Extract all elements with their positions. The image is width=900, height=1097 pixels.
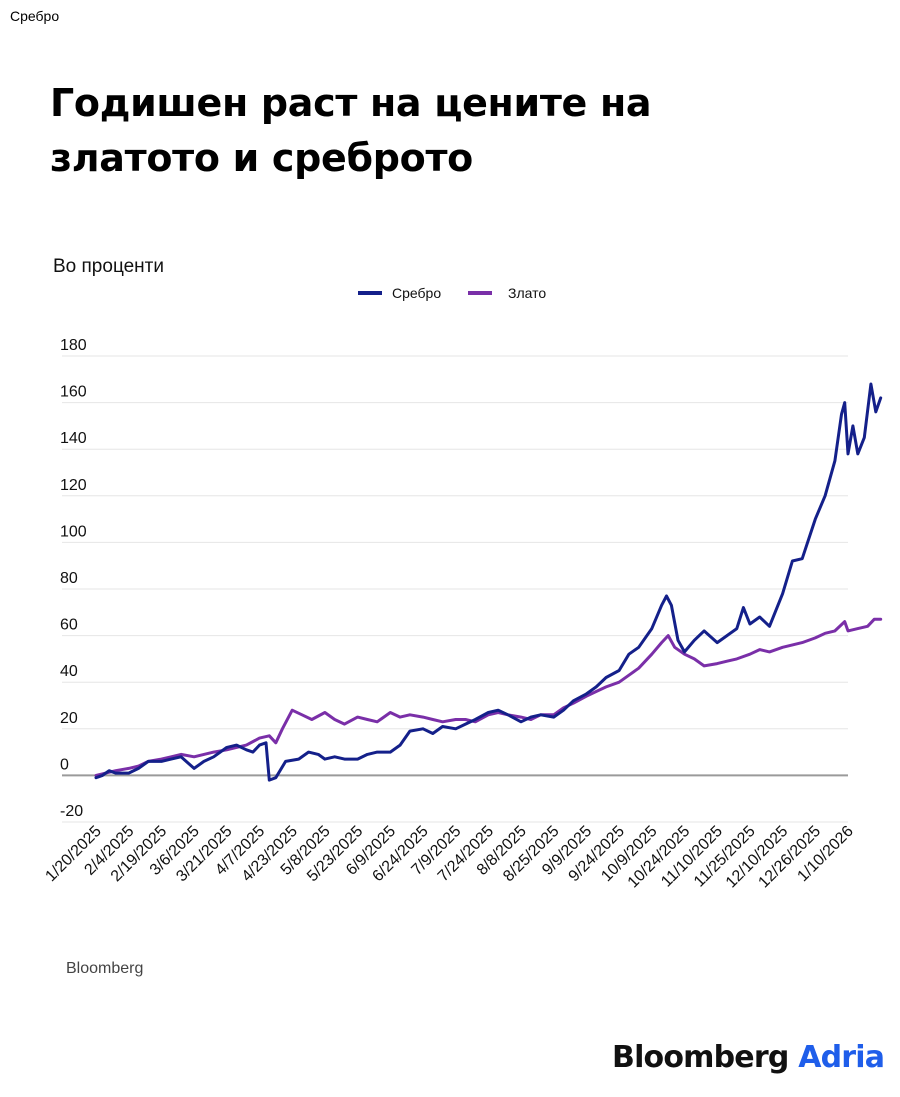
tab-label: Сребро	[10, 8, 60, 24]
x-axis: 1/20/20252/4/20252/19/20253/6/20253/21/2…	[42, 823, 856, 892]
chart-title-line-2: златото и среброто	[50, 136, 473, 180]
brand-logo-secondary: Adria	[798, 1040, 885, 1075]
y-tick-label: 140	[60, 430, 87, 447]
y-tick-label: 40	[60, 663, 78, 680]
y-tick-label: -20	[60, 803, 83, 820]
source-label: Bloomberg	[66, 960, 144, 977]
gold-series-line	[94, 617, 883, 777]
chart-title-line-1: Годишен раст на цените на	[50, 81, 652, 125]
legend-gold-label: Злато	[508, 285, 546, 301]
y-tick-label: 60	[60, 617, 78, 634]
brand-logo: Bloomberg Adria	[612, 1040, 885, 1075]
y-axis: -20 0 20 40 60 80 100 120 140 160 180	[60, 337, 87, 820]
legend-silver-label: Сребро	[392, 285, 441, 301]
y-tick-label: 160	[60, 384, 87, 401]
chart-grid	[62, 355, 848, 823]
y-tick-label: 80	[60, 570, 78, 587]
y-tick-label: 0	[60, 756, 69, 773]
y-tick-label: 100	[60, 523, 87, 540]
y-tick-label: 120	[60, 477, 87, 494]
chart-title: Годишен раст на цените на златото и среб…	[50, 76, 690, 186]
line-chart: Сребро Злато -20020406080100120140160180 …	[42, 285, 883, 892]
brand-logo-primary: Bloomberg	[612, 1040, 789, 1075]
y-tick-label: 180	[60, 337, 87, 354]
chart-subtitle: Во проценти	[53, 256, 164, 277]
chart-legend: Сребро Злато	[358, 285, 546, 301]
silver-series-line	[94, 382, 883, 782]
chart-series	[94, 382, 883, 782]
y-tick-label: 20	[60, 710, 78, 727]
